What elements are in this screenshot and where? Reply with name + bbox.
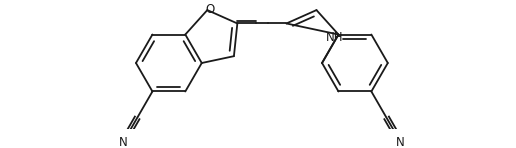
Text: N: N xyxy=(396,136,405,148)
Text: NH: NH xyxy=(326,31,343,44)
Text: N: N xyxy=(119,136,127,148)
Text: O: O xyxy=(205,3,215,16)
